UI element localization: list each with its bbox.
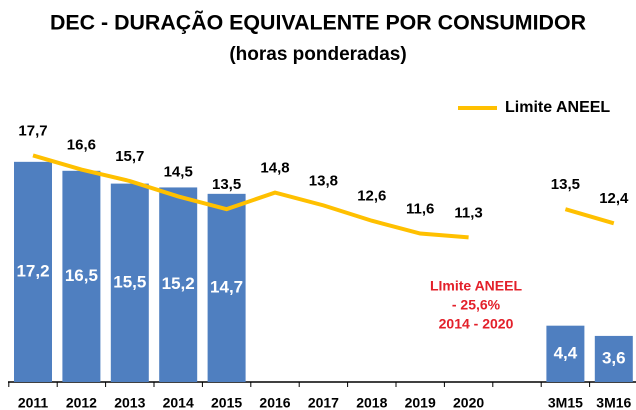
bar-value-label: 14,7 xyxy=(210,277,243,296)
x-tick-label: 2016 xyxy=(259,395,290,410)
line-value-label: 13,5 xyxy=(551,176,580,193)
annotation: LImite ANEEL xyxy=(430,278,522,294)
bar xyxy=(110,183,149,382)
bar-value-label: 16,5 xyxy=(65,266,98,285)
bar-value-label: 4,4 xyxy=(554,343,578,362)
line-value-label: 11,6 xyxy=(406,200,434,217)
x-tick-label: 2014 xyxy=(163,395,194,410)
line-value-label: 17,7 xyxy=(18,122,47,139)
line-value-label: 12,4 xyxy=(599,190,629,207)
line-value-label: 14,5 xyxy=(164,163,193,180)
x-tick-label: 2020 xyxy=(453,395,484,410)
chart-title: DEC - DURAÇÃO EQUIVALENTE POR CONSUMIDOR xyxy=(50,12,586,35)
x-tick-label: 2012 xyxy=(66,395,97,410)
line-value-label: 12,6 xyxy=(357,188,386,205)
line-value-label: 14,8 xyxy=(260,160,289,177)
bar xyxy=(546,325,585,382)
x-tick-label: 3M15 xyxy=(548,395,583,410)
line-value-label: 11,3 xyxy=(454,204,482,221)
legend-label: Limite ANEEL xyxy=(505,99,610,116)
bar xyxy=(159,187,198,382)
bar-value-label: 3,6 xyxy=(602,348,626,367)
annotation: 2014 - 2020 xyxy=(439,316,514,332)
line xyxy=(564,207,615,226)
line-value-label: 15,7 xyxy=(115,148,144,165)
line-value-label: 13,8 xyxy=(309,172,338,189)
bar-value-label: 15,5 xyxy=(113,272,146,291)
annotation: - 25,6% xyxy=(452,297,501,313)
x-tick-label: 2013 xyxy=(114,395,145,410)
x-tick-label: 2011 xyxy=(18,395,49,410)
bar xyxy=(62,170,101,382)
line-value-label: 16,6 xyxy=(67,136,96,153)
bar-value-label: 15,2 xyxy=(162,274,195,293)
chart-subtitle: (horas ponderadas) xyxy=(229,44,406,65)
x-tick-label: 2019 xyxy=(405,395,436,410)
line xyxy=(32,153,469,240)
bar xyxy=(594,335,633,382)
bar-value-label: 17,2 xyxy=(16,261,49,280)
bar xyxy=(14,161,52,382)
line-value-label: 13,5 xyxy=(212,176,241,193)
x-tick-label: 3M16 xyxy=(596,395,631,410)
x-tick-label: 2017 xyxy=(308,395,339,410)
x-tick-label: 2015 xyxy=(211,395,242,410)
x-tick-label: 2018 xyxy=(356,395,387,410)
bar xyxy=(207,193,246,382)
